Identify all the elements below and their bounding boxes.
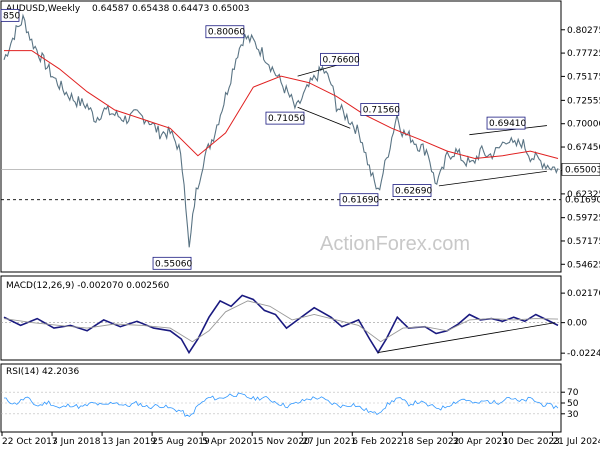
price-annotation-label: 0.71050 — [268, 114, 305, 124]
macd-axis-ticks: 0.021700 0.00 -0.022445 — [1, 289, 600, 359]
rsi-tick-label: 50 — [567, 399, 579, 409]
current-price-label: 0.65003 — [565, 165, 600, 175]
current-price-box — [561, 163, 600, 176]
x-tick-label: 13 Jan 2019 — [102, 437, 156, 447]
macd-panel-frame — [0, 275, 562, 361]
price-tick-label: 0.62325 — [567, 190, 600, 200]
macd-signal-line — [3, 300, 559, 343]
price-annotation-label: 850 — [3, 11, 20, 21]
price-tick-label: 0.80275 — [567, 26, 600, 36]
rsi-tick-label: 30 — [567, 410, 579, 420]
price-annotation-label: 0.62690 — [395, 187, 432, 197]
watermark: ActionForex.com — [320, 233, 470, 255]
rsi-series — [4, 392, 559, 418]
macd-title: MACD(12,26,9) -0.002070 0.002560 — [6, 281, 169, 291]
wedge-lower-line — [297, 106, 351, 129]
price-tick-label: 0.72555 — [567, 96, 600, 106]
x-tick-label: 3 Jun 2018 — [52, 437, 101, 447]
price-annotation-label: 0.76600 — [323, 55, 360, 65]
x-tick-label: 18 Sep 2022 — [402, 437, 459, 447]
price-tick-label: 0.59725 — [567, 214, 600, 224]
price-line — [3, 13, 559, 248]
x-tick-label: 6 Feb 2022 — [352, 437, 402, 447]
macd-tick-label: 0.021700 — [567, 289, 600, 299]
support-line-label: 0.61690 — [565, 196, 600, 206]
price-annotation-label: 0.80060 — [208, 28, 245, 38]
price-annotation-box — [205, 25, 245, 39]
price-annotation-label: 0.55060 — [155, 259, 192, 269]
price-annotation-label: 0.71560 — [363, 105, 400, 115]
price-header-ohlc: 0.64587 0.65438 0.64473 0.65003 — [92, 4, 249, 14]
price-panel-frame — [0, 0, 562, 273]
x-tick-label: 22 Oct 2017 — [2, 437, 58, 447]
x-tick-label: 30 Apr 2023 — [452, 437, 508, 447]
channel-upper-line — [469, 125, 547, 136]
rsi-title: RSI(14) 42.2036 — [6, 367, 79, 377]
price-tick-label: 0.57175 — [567, 237, 600, 247]
price-annotation-box — [152, 256, 192, 270]
price-tick-label: 0.77725 — [567, 49, 600, 59]
price-annotation-box — [486, 116, 526, 130]
price-annotations: 0.80060 0.76600 0.71050 0.71560 0.69410 0.626… — [0, 8, 527, 270]
moving-average-line — [4, 50, 559, 160]
price-annotation-box — [320, 52, 359, 66]
price-annotation-box — [265, 111, 305, 125]
price-tick-label: 0.54625 — [567, 260, 600, 270]
x-tick-label: 25 Aug 2019 — [152, 437, 210, 447]
macd-tick-label: 0.00 — [567, 319, 587, 329]
price-tick-label: 0.75175 — [567, 72, 600, 82]
price-annotation-label: 0.61690 — [342, 196, 379, 206]
channel-lower-line — [438, 170, 547, 187]
macd-tick-label: -0.022445 — [567, 349, 600, 359]
price-header-symbol: AUDUSD,Weekly — [6, 4, 81, 14]
x-tick-label: 27 Jun 2021 — [302, 437, 356, 447]
price-annotation-box — [339, 193, 379, 207]
x-tick-label: 10 Dec 2023 — [502, 437, 560, 447]
price-annotation-label: 0.69410 — [489, 119, 526, 129]
macd-trend-line — [377, 322, 556, 353]
rsi-line — [4, 392, 559, 418]
price-panel-lines: 0.65003 0.61690 — [1, 163, 600, 206]
price-annotation-box — [360, 103, 400, 116]
x-tick-label: 5 Apr 2020 — [202, 437, 252, 447]
macd-series — [3, 294, 559, 355]
price-annotation-box — [0, 8, 20, 22]
x-tick-label: 15 Nov 2020 — [252, 437, 310, 447]
rsi-tick-label: 70 — [567, 388, 579, 398]
rsi-panel-frame — [0, 363, 562, 433]
price-annotation-box — [392, 184, 432, 197]
x-tick-label: 21 Jul 2024 — [552, 437, 600, 447]
